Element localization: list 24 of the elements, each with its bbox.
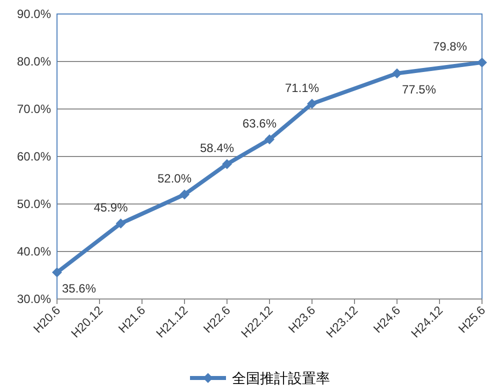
point [52,267,62,278]
data-label: 71.1% [284,80,320,95]
y-tick-label: 90.0% [16,7,52,21]
point [116,218,126,228]
y-tick-label: 50.0% [16,197,52,211]
data-label: 45.9% [94,200,128,214]
point [222,159,232,170]
data-label: 35.6% [62,281,96,296]
data-label: 77.5% [402,82,436,96]
data-label: 63.6% [242,116,277,130]
point [180,190,190,200]
point [307,98,317,109]
y-tick-label: 60.0% [16,150,52,164]
y-tick-label: 40.0% [16,244,52,258]
legend-label: 全国推計設置率 [232,370,330,386]
data-label: 79.8% [432,39,468,54]
point [264,134,274,144]
y-tick-label: 30.0% [16,292,52,306]
y-tick-label: 80.0% [16,54,52,68]
point [477,57,487,68]
y-tick-label: 70.0% [16,102,52,116]
data-label: 52.0% [157,172,192,186]
point [392,68,402,78]
data-label: 58.4% [200,141,234,156]
